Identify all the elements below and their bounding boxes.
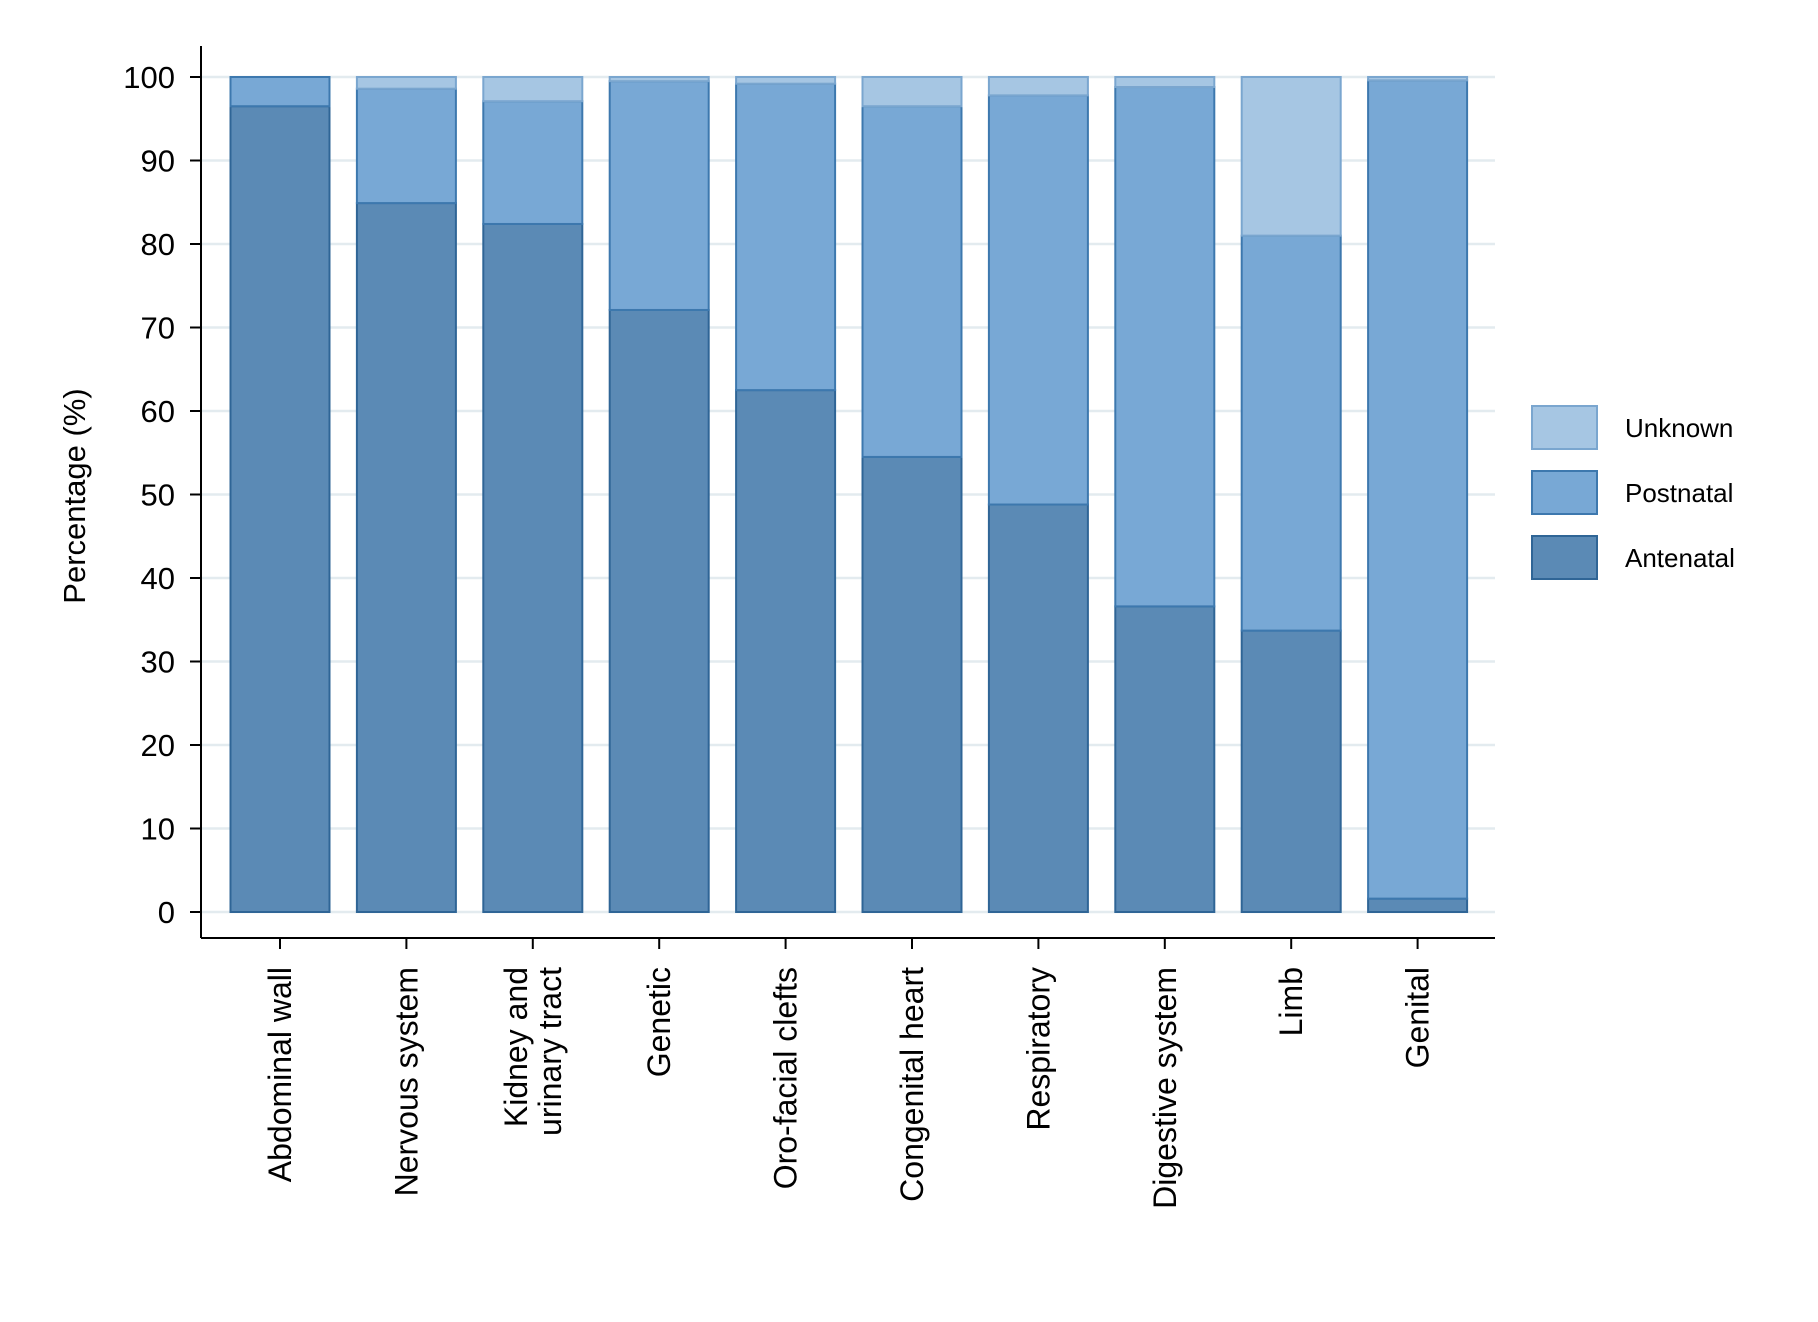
bar-postnatal	[482, 100, 584, 225]
bar-antenatal	[1367, 897, 1469, 914]
y-tick-label: 70	[141, 311, 175, 346]
x-tick-label: Abdominal wall	[262, 967, 298, 1182]
x-tick-label: Genital	[1400, 967, 1436, 1068]
axes	[200, 46, 1495, 939]
bar-antenatal	[355, 202, 457, 913]
legend-swatch-antenatal	[1531, 535, 1598, 580]
legend-swatch-postnatal	[1531, 470, 1598, 515]
y-tick-label: 40	[141, 561, 175, 596]
bar-unknown	[987, 76, 1089, 97]
bar-unknown	[1240, 76, 1342, 237]
bar-antenatal	[482, 222, 584, 913]
bar-postnatal	[987, 94, 1089, 506]
y-tick-label: 50	[141, 478, 175, 513]
x-tick-label: Limb	[1273, 967, 1309, 1036]
bar-postnatal	[1240, 234, 1342, 632]
legend-label-postnatal: Postnatal	[1625, 478, 1733, 508]
bar-antenatal	[1240, 629, 1342, 913]
y-tick-label: 10	[141, 812, 175, 847]
x-tick-label: urinary tract	[532, 967, 568, 1136]
x-axis-ticks: Abdominal wall Nervous system Kidney andur…	[262, 938, 1436, 1209]
y-tick-label: 0	[158, 895, 175, 930]
bar-unknown	[735, 76, 837, 85]
x-tick-label: Nervous system	[388, 967, 424, 1196]
y-axis-ticks: 0 10 20 30 40 50 60 70 80 90 100	[123, 60, 201, 930]
y-tick-label: 80	[141, 227, 175, 262]
x-tick-label: Oro-facial clefts	[768, 967, 804, 1189]
bar-postnatal	[355, 87, 457, 205]
bar-unknown	[1367, 76, 1469, 82]
y-tick-label: 60	[141, 394, 175, 429]
legend: Unknown Postnatal Antenatal	[1531, 405, 1735, 580]
legend-swatch-unknown	[1531, 405, 1598, 450]
bar-postnatal	[1114, 86, 1216, 608]
x-tick-label: Genetic	[641, 967, 677, 1077]
bar-postnatal	[861, 105, 963, 458]
bar-unknown	[482, 76, 584, 103]
x-tick-label: Respiratory	[1020, 967, 1056, 1131]
bar-postnatal	[735, 82, 837, 392]
y-axis-label: Percentage (%)	[57, 388, 92, 603]
x-tick-label: Congenital heart	[894, 967, 930, 1202]
y-tick-label: 100	[123, 60, 175, 95]
bar-postnatal	[1367, 79, 1469, 900]
bar-unknown	[355, 76, 457, 90]
bar-antenatal	[1114, 605, 1216, 913]
bar-unknown	[861, 76, 963, 108]
legend-label-unknown: Unknown	[1625, 413, 1733, 443]
bar-antenatal	[229, 105, 331, 914]
bar-unknown	[1114, 76, 1216, 89]
bars	[229, 76, 1469, 914]
legend-label-antenatal: Antenatal	[1625, 543, 1735, 573]
x-tick-label: Digestive system	[1147, 967, 1183, 1209]
bar-unknown	[608, 76, 710, 83]
bar-antenatal	[735, 389, 837, 913]
bar-antenatal	[608, 308, 710, 913]
x-tick-label: Kidney and	[498, 967, 534, 1127]
y-tick-label: 20	[141, 728, 175, 763]
bar-antenatal	[987, 503, 1089, 913]
y-tick-label: 30	[141, 645, 175, 680]
bar-antenatal	[861, 455, 963, 913]
bar-postnatal	[608, 80, 710, 311]
bar-postnatal	[229, 76, 331, 108]
y-tick-label: 90	[141, 144, 175, 179]
